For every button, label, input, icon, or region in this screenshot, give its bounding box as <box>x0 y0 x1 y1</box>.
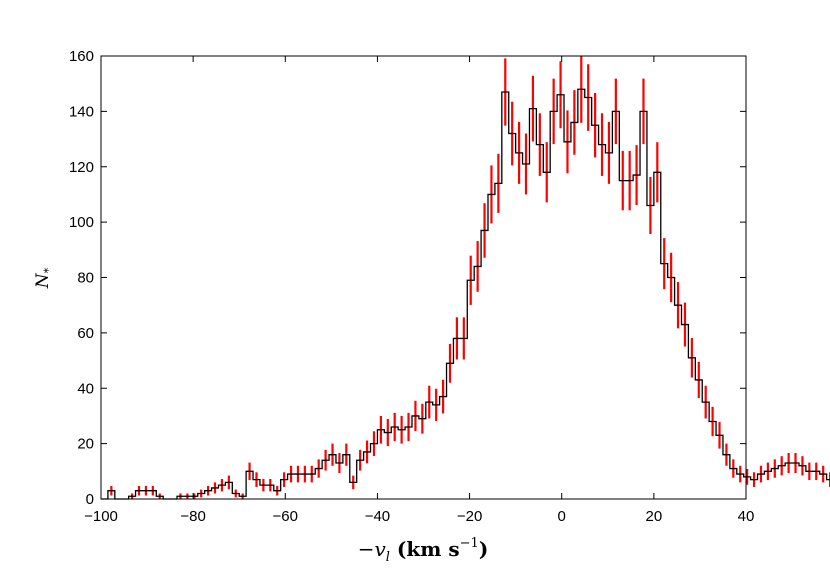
y-tick-label: 140 <box>69 103 94 120</box>
x-axis-ticks: −100 −80 −60 −40 −20 0 20 40 <box>84 56 754 525</box>
x-tick-label: −60 <box>273 508 298 525</box>
y-tick-label: 0 <box>86 491 94 508</box>
x-axis-label: −vl (km s−1) <box>358 536 489 565</box>
y-tick-label: 100 <box>69 214 94 231</box>
plot-background <box>101 56 746 499</box>
x-tick-label: −80 <box>180 508 205 525</box>
x-tick-label: −40 <box>365 508 390 525</box>
x-tick-label: 40 <box>738 508 755 525</box>
x-tick-label: 0 <box>558 508 566 525</box>
x-tick-label: −20 <box>457 508 482 525</box>
y-tick-label: 120 <box>69 159 94 176</box>
y-tick-label: 40 <box>77 380 94 397</box>
y-tick-label: 20 <box>77 436 94 453</box>
histogram-outline <box>101 88 830 500</box>
x-tick-label: 20 <box>646 508 663 525</box>
y-tick-label: 160 <box>69 48 94 65</box>
y-axis-ticks: 0 20 40 60 80 100 120 140 160 <box>69 48 746 508</box>
y-tick-label: 60 <box>77 325 94 342</box>
x-tick-label: −100 <box>84 508 118 525</box>
y-tick-label: 80 <box>77 270 94 287</box>
y-axis-label: N* <box>33 267 55 289</box>
